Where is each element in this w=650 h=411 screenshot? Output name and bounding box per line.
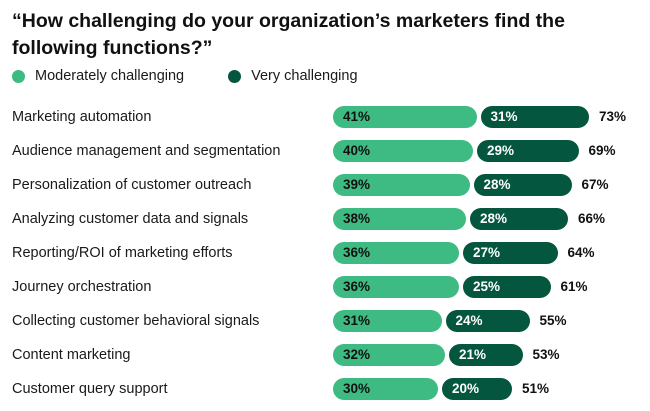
bar-moderately: 36% [333,276,459,298]
total-label: 66% [578,211,606,226]
total-label: 64% [567,245,595,260]
legend-item-very: Very challenging [228,68,358,84]
bar-row: Analyzing customer data and signals 38% 28… [0,208,650,230]
bar-moderately: 36% [333,242,459,264]
bar-very: 28% [473,174,572,196]
category-label: Collecting customer behavioral signals [12,313,260,329]
bar-very: 29% [477,140,579,162]
bar-very: 21% [449,344,523,366]
bar-row: Journey orchestration 36% 25% 61% [0,276,650,298]
bar-row: Reporting/ROI of marketing efforts 36% 27%… [0,242,650,264]
bar-moderately: 32% [333,344,445,366]
chart-title: “How challenging do your organization’s … [12,10,565,59]
total-label: 73% [599,109,627,124]
bar-very: 25% [463,276,551,298]
legend-item-moderately: Moderately challenging [12,68,184,84]
category-label: Analyzing customer data and signals [12,211,249,227]
category-label: Content marketing [12,347,131,363]
bar-moderately: 39% [333,174,470,196]
bar-very: 24% [445,310,530,332]
bar-moderately: 31% [333,310,442,332]
bar-row: Customer query support 30% 20% 51% [0,378,650,400]
category-label: Audience management and segmentation [12,143,281,159]
legend-label-moderately: Moderately challenging [35,68,185,84]
category-label: Journey orchestration [12,279,152,295]
total-label: 61% [560,279,588,294]
bar-row: Marketing automation 41% 31% 73% [0,106,650,128]
total-label: 51% [522,381,550,396]
category-label: Customer query support [12,381,168,397]
bar-very: 31% [480,106,589,128]
legend-dot-moderately [12,69,25,83]
legend: Moderately challenging Very challenging [12,68,402,84]
bar-moderately: 41% [333,106,477,128]
bar-very: 20% [442,378,512,400]
bar-row: Content marketing 32% 21% 53% [0,344,650,366]
bar-moderately: 38% [333,208,466,230]
bar-row: Audience management and segmentation 40% 2… [0,140,650,162]
category-label: Marketing automation [12,109,152,125]
total-label: 53% [532,347,560,362]
total-label: 55% [539,313,567,328]
bar-very: 27% [463,242,558,264]
bar-moderately: 40% [333,140,473,162]
legend-label-very: Very challenging [251,68,358,84]
bar-row: Collecting customer behavioral signals 31… [0,310,650,332]
category-label: Personalization of customer outreach [12,177,252,193]
bar-moderately: 30% [333,378,438,400]
total-label: 67% [581,177,609,192]
category-label: Reporting/ROI of marketing efforts [12,245,233,261]
total-label: 69% [588,143,616,158]
bar-row: Personalization of customer outreach 39% 2… [0,174,650,196]
legend-dot-very [228,69,242,83]
bar-very: 28% [470,208,568,230]
